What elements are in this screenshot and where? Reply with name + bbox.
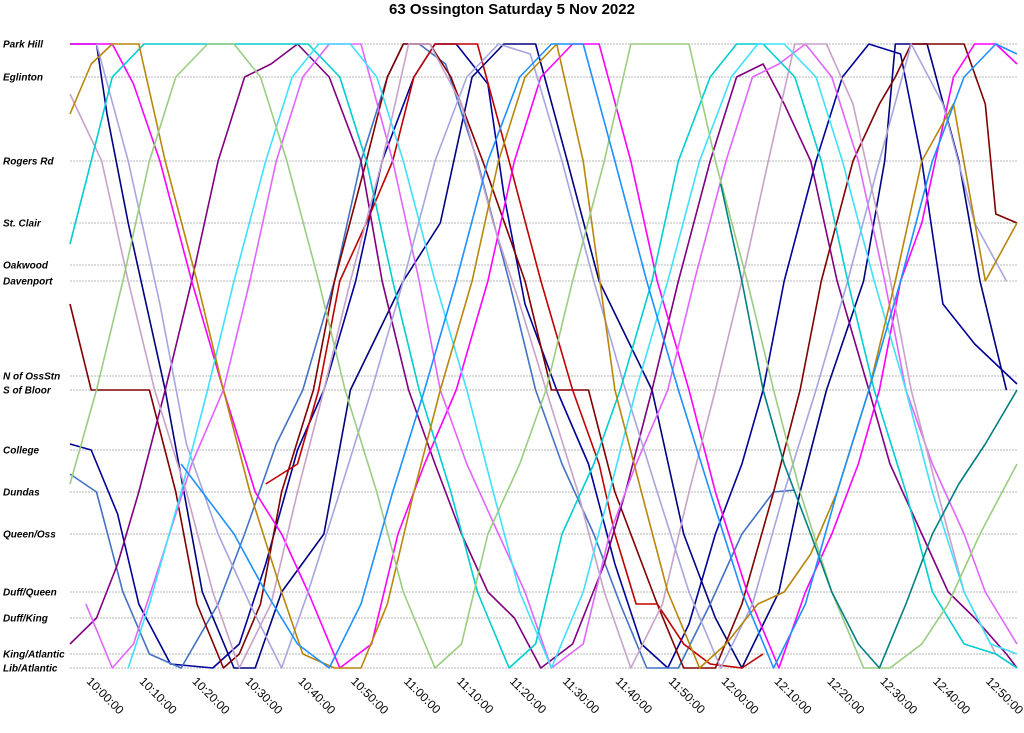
vehicle-trace-12 [127, 43, 1018, 669]
time-tick-label: 10:40:00 [295, 674, 338, 717]
time-tick-label: 11:20:00 [507, 674, 550, 717]
time-tick-label: 12:20:00 [824, 674, 867, 717]
stop-label-s-of-bloor: S of Bloor [3, 386, 52, 397]
time-tick-label: 11:50:00 [666, 674, 709, 717]
time-tick-label: 10:00:00 [84, 674, 127, 717]
stop-label-duff-king: Duff/King [3, 614, 48, 625]
vehicle-trace-10 [95, 43, 1008, 669]
stop-label-davenport: Davenport [3, 277, 53, 288]
vehicle-traces [69, 43, 1018, 669]
time-tick-label: 10:10:00 [137, 674, 180, 717]
time-tick-label: 12:30:00 [877, 674, 920, 717]
vehicle-trace-4 [69, 43, 1018, 669]
vehicle-trace-15 [719, 183, 1018, 669]
stop-label-dundas: Dundas [3, 488, 40, 499]
stop-gridlines [70, 43, 1017, 669]
time-tick-label: 12:40:00 [930, 674, 973, 717]
stop-label-king-atlantic: King/Atlantic [3, 650, 65, 661]
stop-label-queen-oss: Queen/Oss [3, 530, 56, 541]
vehicle-trace-1 [70, 43, 1008, 669]
stop-label-n-of-ossstn: N of OssStn [3, 372, 60, 383]
time-tick-label: 12:00:00 [719, 674, 762, 717]
time-tick-label: 12:50:00 [983, 674, 1024, 717]
time-tick-label: 11:10:00 [454, 674, 497, 717]
time-tick-label: 10:30:00 [242, 674, 285, 717]
vehicle-trace-7 [70, 43, 1018, 669]
stop-label-eglinton: Eglinton [3, 73, 43, 84]
time-tick-label: 11:00:00 [401, 674, 444, 717]
time-tick-label: 11:30:00 [560, 674, 603, 717]
stop-label-college: College [3, 446, 40, 457]
time-tick-label: 11:40:00 [613, 674, 656, 717]
time-tick-label: 12:10:00 [772, 674, 815, 717]
vehicle-trace-5 [265, 43, 764, 669]
vehicle-trace-3 [69, 43, 795, 669]
stop-labels: Park Hill Eglinton Rogers Rd St. Clair Oakwo… [3, 40, 65, 675]
stop-label-oakwood: Oakwood [3, 261, 49, 272]
time-tick-label: 10:20:00 [190, 674, 233, 717]
stop-label-rogers-rd: Rogers Rd [3, 157, 54, 168]
stop-label-lib-atlantic: Lib/Atlantic [3, 664, 58, 675]
vehicle-trace-14 [69, 43, 1018, 669]
time-axis-labels: 10:00:00 10:10:00 10:20:00 10:30:00 10:40:00… [84, 674, 1024, 717]
chart-title: 63 Ossington Saturday 5 Nov 2022 [389, 1, 635, 18]
stop-label-park-hill: Park Hill [3, 40, 43, 51]
stop-label-st-clair: St. Clair [3, 219, 42, 230]
time-tick-label: 10:50:00 [348, 674, 391, 717]
stop-label-duff-queen: Duff/Queen [3, 588, 57, 599]
vehicle-trace-16 [180, 43, 1018, 669]
